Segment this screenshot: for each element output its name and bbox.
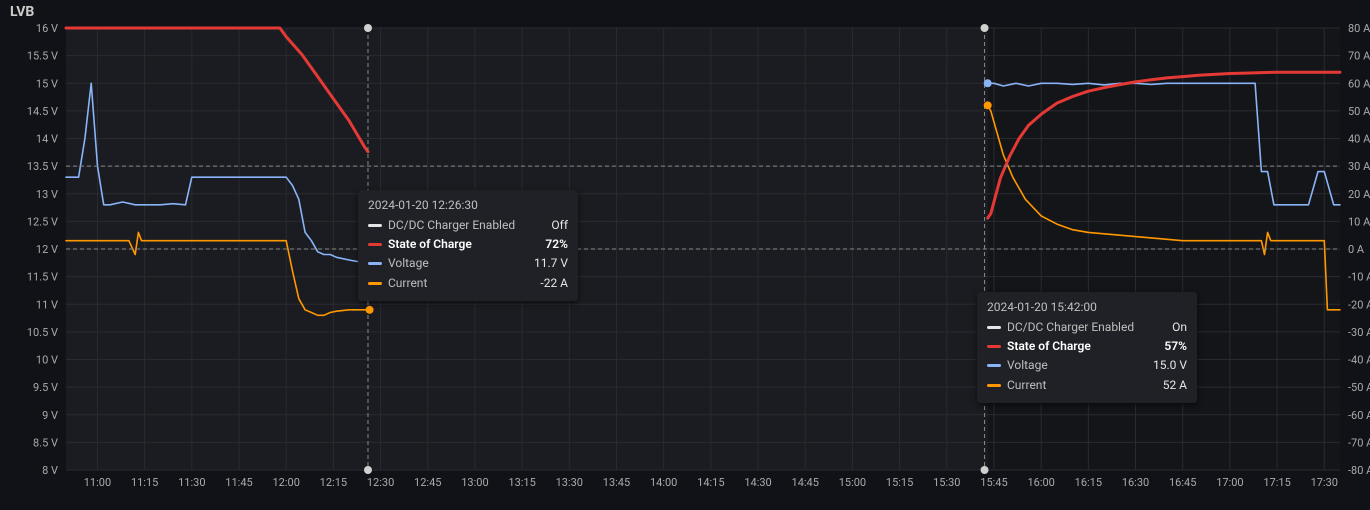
svg-text:10 A: 10 A: [1348, 215, 1370, 228]
svg-text:13:30: 13:30: [556, 476, 583, 489]
svg-text:11:30: 11:30: [178, 476, 205, 489]
svg-text:12:15: 12:15: [320, 476, 347, 489]
svg-text:-60 A: -60 A: [1348, 409, 1370, 422]
svg-text:15:00: 15:00: [839, 476, 866, 489]
svg-text:17:30: 17:30: [1311, 476, 1338, 489]
svg-text:14:30: 14:30: [744, 476, 771, 489]
svg-text:12:45: 12:45: [414, 476, 441, 489]
svg-text:8.5 V: 8.5 V: [33, 436, 58, 449]
svg-text:13:15: 13:15: [508, 476, 535, 489]
svg-text:14:00: 14:00: [650, 476, 677, 489]
svg-text:16:00: 16:00: [1027, 476, 1054, 489]
svg-text:9 V: 9 V: [42, 409, 58, 422]
svg-text:17:00: 17:00: [1216, 476, 1243, 489]
svg-text:13:45: 13:45: [603, 476, 630, 489]
svg-text:14:15: 14:15: [697, 476, 724, 489]
svg-text:11:15: 11:15: [131, 476, 158, 489]
svg-text:8 V: 8 V: [42, 464, 58, 477]
svg-text:60 A: 60 A: [1348, 77, 1370, 90]
svg-text:10 V: 10 V: [36, 354, 58, 367]
svg-text:30 A: 30 A: [1348, 160, 1370, 173]
svg-text:40 A: 40 A: [1348, 133, 1370, 146]
svg-text:12:30: 12:30: [367, 476, 394, 489]
svg-text:11:00: 11:00: [84, 476, 111, 489]
svg-text:14:45: 14:45: [792, 476, 819, 489]
lvb-chart[interactable]: 8 V 8.5 V 9 V 9.5 V 10 V 10.5 V 11 V 11.5 V 12 V…: [0, 0, 1370, 510]
svg-text:16:15: 16:15: [1075, 476, 1102, 489]
svg-text:13:00: 13:00: [461, 476, 488, 489]
svg-text:17:15: 17:15: [1263, 476, 1290, 489]
svg-text:13.5 V: 13.5 V: [27, 160, 58, 173]
svg-text:16:45: 16:45: [1169, 476, 1196, 489]
svg-text:12 V: 12 V: [36, 243, 58, 256]
svg-text:9.5 V: 9.5 V: [33, 381, 58, 394]
svg-text:14.5 V: 14.5 V: [27, 105, 58, 118]
svg-text:15.5 V: 15.5 V: [27, 50, 58, 63]
svg-text:15:30: 15:30: [933, 476, 960, 489]
svg-text:15:15: 15:15: [886, 476, 913, 489]
svg-text:11 V: 11 V: [36, 298, 58, 311]
svg-text:50 A: 50 A: [1348, 105, 1370, 118]
svg-text:-80 A: -80 A: [1348, 464, 1370, 477]
svg-text:15 V: 15 V: [36, 77, 58, 90]
svg-text:11.5 V: 11.5 V: [27, 271, 58, 284]
svg-text:80 A: 80 A: [1348, 22, 1370, 35]
svg-text:-10 A: -10 A: [1348, 271, 1370, 284]
svg-text:0 A: 0 A: [1348, 243, 1365, 256]
svg-text:13 V: 13 V: [36, 188, 58, 201]
svg-text:20 A: 20 A: [1348, 188, 1370, 201]
svg-text:12:00: 12:00: [272, 476, 299, 489]
svg-text:-50 A: -50 A: [1348, 381, 1370, 394]
svg-text:16 V: 16 V: [36, 22, 58, 35]
svg-text:-30 A: -30 A: [1348, 326, 1370, 339]
svg-text:11:45: 11:45: [225, 476, 252, 489]
svg-text:16:30: 16:30: [1122, 476, 1149, 489]
svg-text:70 A: 70 A: [1348, 50, 1370, 63]
svg-text:10.5 V: 10.5 V: [27, 326, 58, 339]
svg-text:-20 A: -20 A: [1348, 298, 1370, 311]
svg-text:15:45: 15:45: [980, 476, 1007, 489]
svg-text:-70 A: -70 A: [1348, 436, 1370, 449]
svg-text:-40 A: -40 A: [1348, 354, 1370, 367]
svg-text:12.5 V: 12.5 V: [27, 215, 58, 228]
svg-text:14 V: 14 V: [36, 133, 58, 146]
